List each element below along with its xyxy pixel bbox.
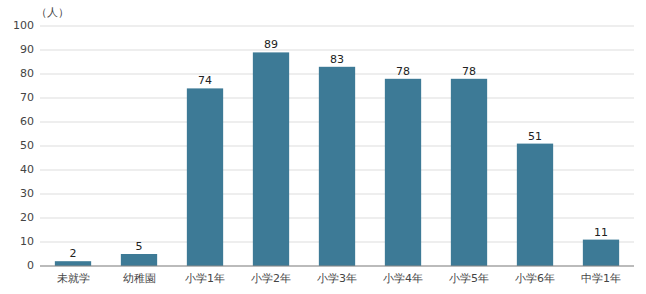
grid-line	[40, 266, 634, 267]
y-tick-label: 30	[20, 187, 34, 200]
x-axis: 未就学 幼稚園 小学1年 小学2年 小学3年 小学4年 小学5年 小学6年 中学1年	[40, 266, 634, 285]
y-axis: 0 10 20 30 40 50 60 70 80 90 100	[13, 19, 34, 272]
chart-container: 0 10 20 30 40 50 60 70 80 90 100（人） 未就学 幼稚園 小学1年 小学2年 小…	[0, 0, 646, 294]
grid-line	[40, 50, 634, 51]
y-tick-label: 80	[20, 67, 34, 80]
x-tick-label: 未就学	[57, 272, 90, 285]
x-tick-label: 小学3年	[317, 272, 357, 285]
y-tick-label: 90	[20, 43, 34, 56]
data-label: 51	[528, 130, 542, 143]
data-label: 74	[198, 74, 212, 87]
bar	[319, 67, 355, 266]
bar	[451, 79, 487, 266]
x-tick-label: 小学6年	[515, 272, 555, 285]
chart-svg: 0 10 20 30 40 50 60 70 80 90 100（人） 未就学 幼稚園 小学1年 小学2年 小…	[0, 0, 646, 294]
grid-line	[40, 26, 634, 27]
y-tick-label: 50	[20, 139, 34, 152]
data-label: 5	[136, 240, 143, 253]
bar	[121, 254, 157, 266]
x-tick-label: 小学2年	[251, 272, 291, 285]
bars	[55, 52, 619, 266]
data-label: 11	[594, 226, 608, 239]
y-tick-label: 0	[27, 259, 34, 272]
y-tick-label: 100	[13, 19, 34, 32]
y-tick-label: 70	[20, 91, 34, 104]
data-label: 78	[462, 65, 476, 78]
y-tick-label: 40	[20, 163, 34, 176]
bar	[253, 52, 289, 266]
y-axis-title: （人）	[36, 6, 69, 19]
y-tick-label: 60	[20, 115, 34, 128]
x-tick-label: 小学1年	[185, 272, 225, 285]
bar	[385, 79, 421, 266]
data-label: 89	[264, 38, 278, 51]
bar	[583, 240, 619, 266]
bar	[187, 88, 223, 266]
grid	[40, 26, 634, 266]
x-tick-label: 中学1年	[581, 272, 621, 285]
x-tick-label: 小学5年	[449, 272, 489, 285]
x-axis-line	[40, 266, 634, 267]
bar	[517, 144, 553, 266]
bar	[55, 261, 91, 266]
data-labels: 2 5 74 89 83 78 78 51 11	[70, 38, 609, 260]
data-label: 78	[396, 65, 410, 78]
data-label: 83	[330, 53, 344, 66]
x-tick-label: 幼稚園	[123, 272, 156, 285]
x-tick-label: 小学4年	[383, 272, 423, 285]
y-tick-label: 10	[20, 235, 34, 248]
data-label: 2	[70, 247, 77, 260]
y-tick-label: 20	[20, 211, 34, 224]
